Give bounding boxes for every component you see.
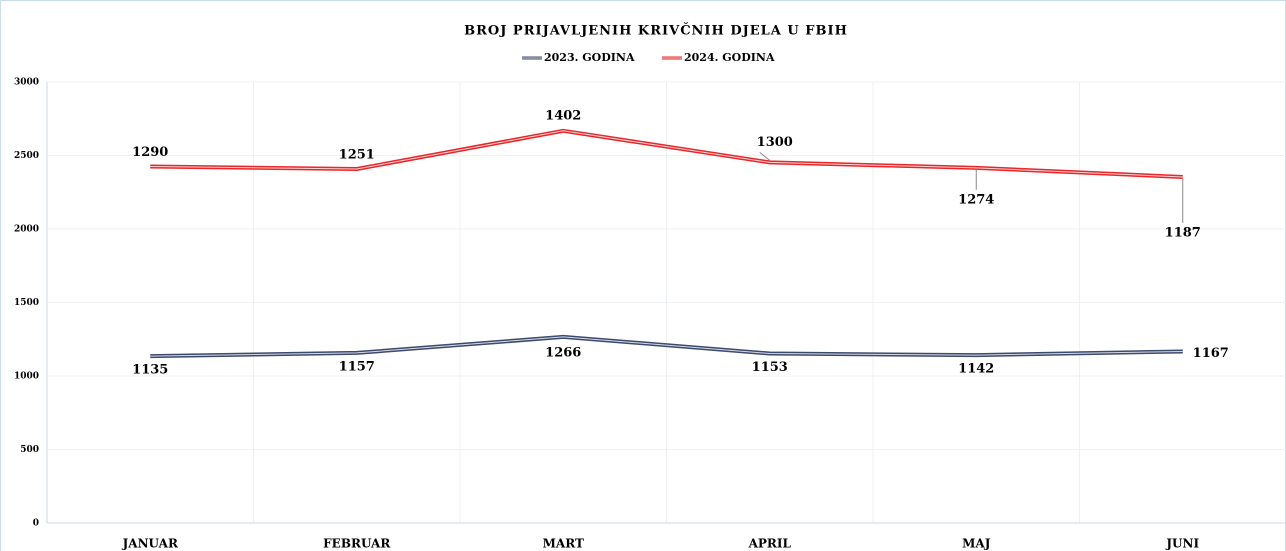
- y-tick-label: 2000: [14, 225, 39, 235]
- data-label: 1300: [757, 135, 793, 150]
- y-tick-label: 500: [20, 445, 39, 455]
- series-line-highlight: [150, 336, 1183, 357]
- x-tick-label: JANUAR: [122, 537, 179, 551]
- x-tick-label: FEBRUAR: [323, 537, 391, 551]
- data-label: 1251: [339, 148, 375, 163]
- x-tick-label: APRIL: [748, 537, 792, 551]
- legend-label: 2024. GODINA: [684, 51, 775, 64]
- y-tick-label: 3000: [14, 78, 39, 88]
- data-label: 1402: [545, 108, 581, 123]
- x-tick-label: JUNI: [1165, 537, 1199, 551]
- legend-label: 2023. GODINA: [544, 51, 635, 64]
- data-label: 1167: [1193, 346, 1229, 361]
- leader-line: [759, 152, 771, 161]
- y-tick-label: 2500: [14, 151, 39, 161]
- chart-title: BROJ PRIJAVLJENIH KRIVČNIH DJELA U FBIH: [464, 22, 848, 39]
- data-label: 1290: [132, 145, 168, 160]
- data-label: 1266: [545, 345, 581, 360]
- y-tick-label: 1000: [14, 372, 39, 382]
- x-tick-label: MART: [543, 537, 584, 551]
- data-label: 1187: [1165, 225, 1201, 240]
- x-tick-label: MAJ: [962, 537, 991, 551]
- data-label: 1142: [958, 362, 994, 377]
- data-label: 1135: [132, 363, 168, 378]
- y-tick-label: 0: [33, 519, 39, 529]
- data-label: 1153: [752, 360, 788, 375]
- y-tick-label: 1500: [14, 298, 39, 308]
- series-line-highlight: [150, 130, 1183, 178]
- data-label: 1157: [339, 359, 375, 374]
- data-label: 1274: [958, 192, 994, 207]
